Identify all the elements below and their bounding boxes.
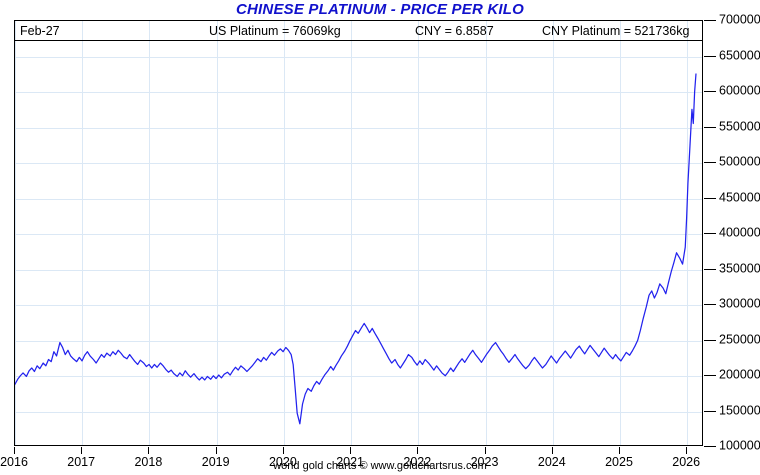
x-axis-tick: [350, 447, 352, 454]
gridline-vertical: [687, 21, 689, 445]
x-axis-label: 2024: [537, 455, 566, 469]
gridline-horizontal: [15, 305, 702, 306]
gridline-vertical: [216, 21, 218, 445]
x-axis-label: 2017: [67, 455, 96, 469]
info-cny-platinum: CNY Platinum = 521736kg: [542, 24, 690, 38]
x-axis-tick: [282, 447, 284, 454]
y-axis-label: 400000: [719, 225, 760, 240]
y-axis-tick: [704, 375, 716, 376]
x-axis-tick: [148, 447, 150, 454]
gridline-vertical: [283, 21, 285, 445]
y-axis-tick: [704, 162, 716, 163]
x-axis-label: 2023: [470, 455, 499, 469]
y-axis-label: 300000: [719, 296, 760, 311]
y-axis-label: 650000: [719, 48, 760, 62]
price-line-series: [15, 73, 697, 425]
x-axis-label: 2019: [201, 455, 230, 469]
y-axis-label: 200000: [719, 367, 760, 382]
x-axis-label: 2022: [403, 455, 432, 469]
x-axis-tick: [81, 447, 83, 454]
page-title: CHINESE PLATINUM - PRICE PER KILO: [235, 1, 524, 18]
x-axis-tick: [551, 447, 553, 454]
y-axis-label: 550000: [719, 119, 760, 133]
gridline-horizontal: [15, 340, 702, 342]
x-axis-tick: [14, 447, 15, 454]
y-axis-tick: [704, 339, 716, 341]
gridline-horizontal: [15, 234, 702, 235]
x-axis-tick: [215, 447, 217, 454]
x-axis-tick: [686, 447, 688, 454]
x-axis-label: 2025: [605, 455, 633, 469]
info-date-label: Feb-27: [20, 24, 60, 38]
x-axis-label: 2016: [0, 455, 28, 469]
footer-credit: world gold charts © www.goldchartsrus.co…: [273, 460, 487, 472]
gridline-horizontal: [15, 376, 702, 377]
y-axis-tick: [704, 20, 716, 21]
y-axis-tick: [704, 410, 716, 412]
info-cny-rate: CNY = 6.8587: [415, 24, 494, 38]
x-axis-tick: [417, 447, 419, 454]
gridline-vertical: [82, 21, 84, 445]
y-axis-label: 350000: [719, 261, 760, 275]
x-axis-label: 2021: [336, 455, 364, 469]
gridline-vertical: [552, 21, 554, 445]
gridline-horizontal: [15, 163, 702, 164]
y-axis-label: 500000: [719, 154, 760, 169]
x-axis-tick: [619, 447, 620, 454]
info-us-platinum: US Platinum = 76069kg: [209, 24, 341, 38]
y-axis-label: 600000: [719, 83, 760, 98]
gridline-horizontal: [15, 269, 702, 271]
y-axis-tick: [704, 91, 716, 92]
y-axis-tick: [704, 197, 716, 199]
gridline-vertical: [351, 21, 353, 445]
y-axis-label: 100000: [719, 438, 760, 453]
y-axis-tick: [704, 126, 716, 128]
y-axis-label: 700000: [719, 12, 760, 27]
y-axis-tick: [704, 446, 716, 447]
y-axis-tick: [704, 55, 716, 57]
x-axis-label: 2018: [134, 455, 163, 469]
gridline-horizontal: [15, 56, 702, 58]
gridline-vertical: [418, 21, 420, 445]
x-axis-label: 2020: [268, 455, 297, 469]
y-axis-tick: [704, 268, 716, 270]
y-axis-label: 150000: [719, 403, 760, 417]
gridline-horizontal: [15, 411, 702, 413]
gridlines: [15, 21, 702, 445]
gridline-vertical: [149, 21, 151, 445]
x-axis-tick: [484, 447, 486, 454]
gridline-horizontal: [15, 127, 702, 129]
x-axis-label: 2026: [672, 455, 701, 469]
y-axis-label: 250000: [719, 332, 760, 346]
gridline-vertical: [485, 21, 487, 445]
info-band: Feb-27 US Platinum = 76069kg CNY = 6.858…: [15, 21, 702, 41]
y-axis-label: 450000: [719, 190, 760, 204]
gridline-horizontal: [15, 92, 702, 93]
plot-area: [14, 20, 703, 446]
y-axis-tick: [704, 233, 716, 234]
gridline-vertical: [15, 21, 16, 445]
gridline-vertical: [620, 21, 621, 445]
gridline-horizontal: [15, 198, 702, 200]
y-axis-tick: [704, 304, 716, 305]
